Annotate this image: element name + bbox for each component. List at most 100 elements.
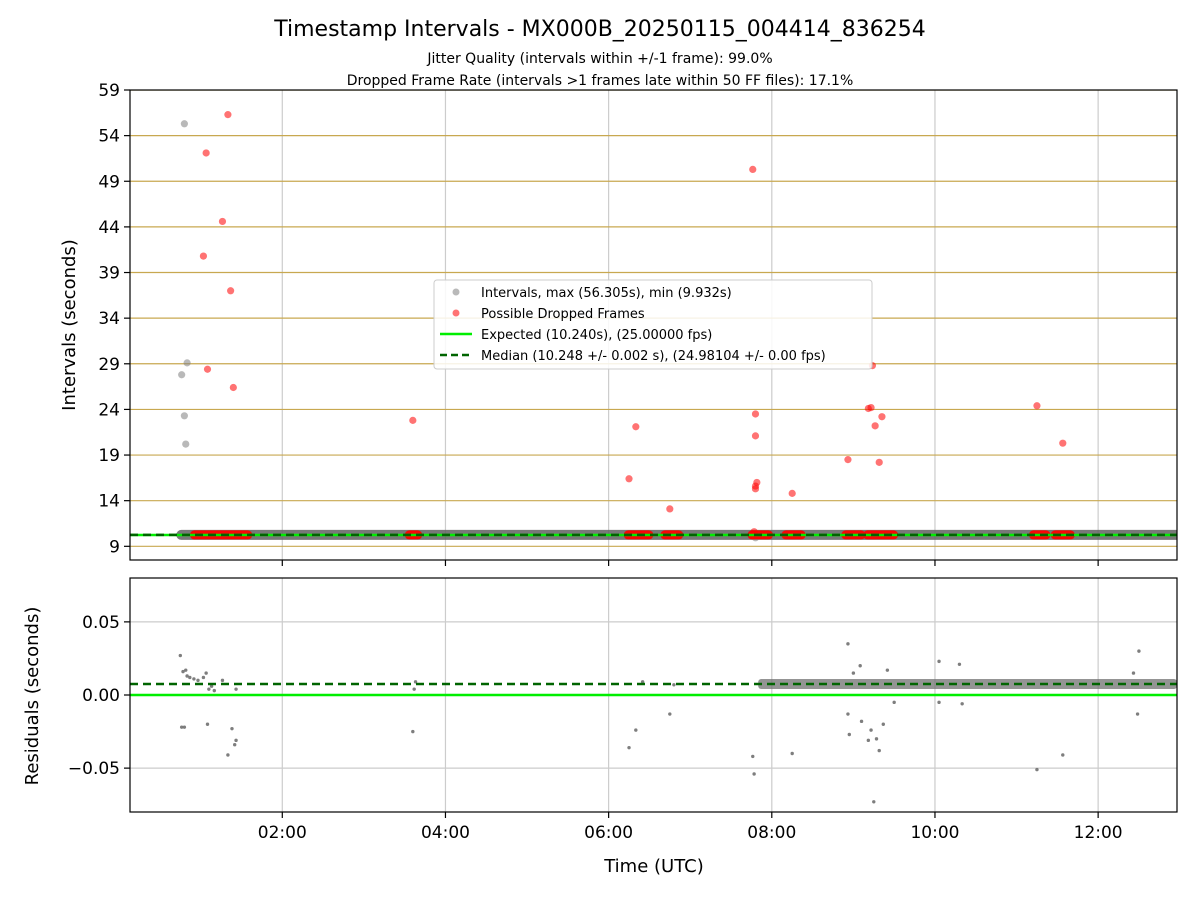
bottom-point-0-20 [234,687,238,691]
top-plot-area [130,90,1177,560]
bottom-point-0-39 [869,728,873,732]
bottom-point-0-45 [892,700,896,705]
bottom-point-0-53 [1137,649,1141,653]
bottom-ytick-label-1: 0.00 [82,686,120,706]
top-point-1-19 [844,456,852,464]
bottom-y-axis-label: Residuals (seconds) [22,607,43,786]
top-ytick-label-7: 44 [98,218,120,238]
bottom-point-0-51 [1061,753,1065,757]
top-point-0-0 [178,371,186,379]
top-point-1-9 [632,423,640,431]
bottom-ytick-label-0: −0.05 [68,759,120,779]
bottom-point-0-48 [957,662,962,666]
top-point-1-18 [788,489,796,497]
top-point-1-21 [867,403,875,412]
top-ytick-label-3: 24 [98,400,120,420]
chart-subtitle-dropped: Dropped Frame Rate (intervals >1 frames … [347,73,854,89]
chart-title: Timestamp Intervals - MX000B_20250115_00… [273,17,926,42]
bottom-point-0-37 [859,719,864,724]
chart-subtitle-jitter: Jitter Quality (intervals within +/-1 fr… [426,51,772,67]
bottom-point-0-25 [634,728,638,732]
bottom-point-0-3 [181,669,185,674]
bottom-point-0-21 [411,729,415,734]
bottom-point-0-22 [412,687,416,691]
bottom-point-0-41 [874,737,879,741]
bottom-point-0-33 [846,712,850,716]
bottom-point-0-30 [752,772,756,776]
top-point-1-24 [875,458,883,466]
bottom-point-0-15 [220,678,225,683]
top-point-1-25 [878,413,886,421]
bottom-point-0-29 [751,754,755,759]
legend-expected-label: Expected (10.240s), (25.00000 fps) [481,328,712,343]
bottom-point-0-35 [851,671,856,675]
x-axis-label: Time (UTC) [603,856,704,877]
legend-median-label: Median (10.248 +/- 0.002 s), (24.98104 +… [481,349,826,364]
top-point-1-10 [666,505,674,513]
top-point-1-7 [409,416,417,424]
bottom-xtick-label-5: 12:00 [1074,823,1123,843]
top-ytick-label-9: 54 [98,127,120,147]
top-point-1-3 [218,217,227,226]
bottom-point-0-54 [1135,712,1140,716]
top-point-1-6 [229,383,237,392]
bottom-point-0-42 [877,748,881,753]
legend: Intervals, max (56.305s), min (9.932s) P… [433,279,873,370]
bottom-xtick-label-4: 10:00 [910,823,959,843]
top-point-1-23 [871,422,879,430]
bottom-point-0-16 [226,753,230,757]
legend-intervals-label: Intervals, max (56.305s), min (9.932s) [481,286,732,301]
top-ytick-label-10: 59 [98,81,120,101]
top-point-1-5 [227,287,235,295]
legend-dropped-label: Possible Dropped Frames [481,307,645,322]
bottom-point-0-8 [196,678,200,683]
bottom-point-0-11 [205,722,210,726]
bottom-point-0-1 [179,725,184,729]
residuals-plot: −0.05 0.00 0.05 02:00 04:00 06:00 08:00 10:00 12… [68,577,1178,843]
bottom-point-0-46 [937,659,941,664]
bottom-point-0-49 [960,702,964,706]
top-point-1-17 [750,528,758,536]
top-ytick-label-5: 34 [98,309,120,329]
bottom-xtick-label-3: 08:00 [747,823,796,843]
top-point-1-0 [199,252,208,260]
top-point-1-14 [753,478,761,487]
top-ytick-label-6: 39 [98,264,120,284]
bottom-point-0-7 [192,677,196,681]
bottom-ytick-label-2: 0.05 [82,613,120,633]
top-point-1-11 [749,165,757,173]
top-point-0-4 [183,359,191,367]
top-ytick-label-1: 14 [98,492,120,512]
legend-dropped-marker [452,309,460,317]
top-point-1-2 [203,365,212,373]
bottom-point-0-12 [207,687,211,691]
bottom-point-0-2 [182,725,187,729]
bottom-point-0-14 [212,688,217,693]
bottom-point-0-47 [937,700,941,705]
bottom-point-0-52 [1131,671,1136,675]
bottom-point-0-31 [790,751,794,756]
top-ytick-label-2: 19 [98,446,120,466]
top-frame [129,89,1178,561]
bottom-point-0-50 [1035,767,1039,772]
bottom-point-0-6 [188,675,192,680]
bottom-point-0-27 [668,712,672,716]
bottom-point-0-4 [184,668,188,672]
top-point-1-4 [224,111,232,119]
top-ytick-label-4: 29 [98,355,120,375]
top-point-0-3 [182,440,190,448]
top-point-0-1 [180,412,188,420]
bottom-point-0-36 [858,664,862,668]
top-ytick-label-8: 49 [98,172,120,192]
intervals-plot: 9 14 19 24 29 34 39 44 49 54 59 [98,81,1178,566]
bottom-xtick-label-0: 02:00 [258,823,307,843]
bottom-point-0-19 [234,738,238,743]
top-point-1-1 [202,149,210,157]
top-ytick-label-0: 9 [109,537,120,557]
top-point-0-2 [180,120,188,128]
bottom-point-0-23 [413,680,418,684]
bottom-point-0-38 [866,738,871,743]
bottom-point-0-26 [640,680,645,684]
bottom-point-0-18 [233,743,237,747]
